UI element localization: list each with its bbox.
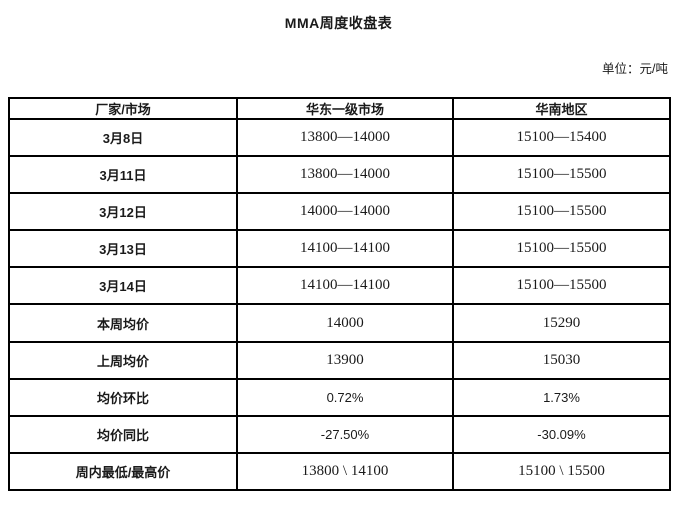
east-value-cell: 14100—14100 [236,229,454,269]
table-row: 周内最低/最高价 13800 \ 14100 15100 \ 15500 [8,451,671,492]
south-value-cell: -30.09% [452,414,671,454]
east-value-cell: 14100—14100 [236,266,454,306]
table-row: 本周均价 14000 15290 [8,303,671,343]
table-row: 3月8日 13800—14000 15100—15400 [8,117,671,158]
table-body: 3月8日 13800—14000 15100—15400 3月11日 13800—140… [8,117,671,492]
east-value-cell: 13900 [236,340,454,380]
row-label-cell: 上周均价 [8,340,238,380]
col-header-east-china: 华东一级市场 [236,97,454,120]
row-label-cell: 3月14日 [8,266,238,306]
east-value-cell: -27.50% [236,414,454,454]
page-title: MMA周度收盘表 [284,15,393,31]
east-value-cell: 13800—14000 [236,155,454,195]
south-value-cell: 15100—15500 [452,229,671,269]
table-row: 3月12日 14000—14000 15100—15500 [8,192,671,232]
east-value-cell: 0.72% [236,377,454,417]
row-label-cell: 周内最低/最高价 [8,451,238,492]
east-value-cell: 14000—14000 [236,192,454,232]
unit-label: 单位：元/吨 [602,62,668,76]
table-row: 均价环比 0.72% 1.73% [8,377,671,417]
col-header-factory-market: 厂家/市场 [8,97,238,120]
table-row: 均价同比 -27.50% -30.09% [8,414,671,454]
south-value-cell: 15030 [452,340,671,380]
table-header-row: 厂家/市场 华东一级市场 华南地区 [8,97,671,120]
east-value-cell: 14000 [236,303,454,343]
row-label-cell: 3月12日 [8,192,238,232]
south-value-cell: 1.73% [452,377,671,417]
table-row: 上周均价 13900 15030 [8,340,671,380]
row-label-cell: 3月11日 [8,155,238,195]
price-table: 厂家/市场 华东一级市场 华南地区 3月8日 13800—14000 15100—1… [8,97,671,492]
south-value-cell: 15100 \ 15500 [452,451,671,492]
col-header-south-china: 华南地区 [452,97,671,120]
south-value-cell: 15290 [452,303,671,343]
south-value-cell: 15100—15500 [452,266,671,306]
row-label-cell: 3月8日 [8,117,238,158]
table-row: 3月13日 14100—14100 15100—15500 [8,229,671,269]
table-row: 3月11日 13800—14000 15100—15500 [8,155,671,195]
south-value-cell: 15100—15400 [452,117,671,158]
row-label-cell: 均价环比 [8,377,238,417]
south-value-cell: 15100—15500 [452,155,671,195]
row-label-cell: 3月13日 [8,229,238,269]
east-value-cell: 13800—14000 [236,117,454,158]
row-label-cell: 本周均价 [8,303,238,343]
south-value-cell: 15100—15500 [452,192,671,232]
east-value-cell: 13800 \ 14100 [236,451,454,492]
row-label-cell: 均价同比 [8,414,238,454]
table-row: 3月14日 14100—14100 15100—15500 [8,266,671,306]
